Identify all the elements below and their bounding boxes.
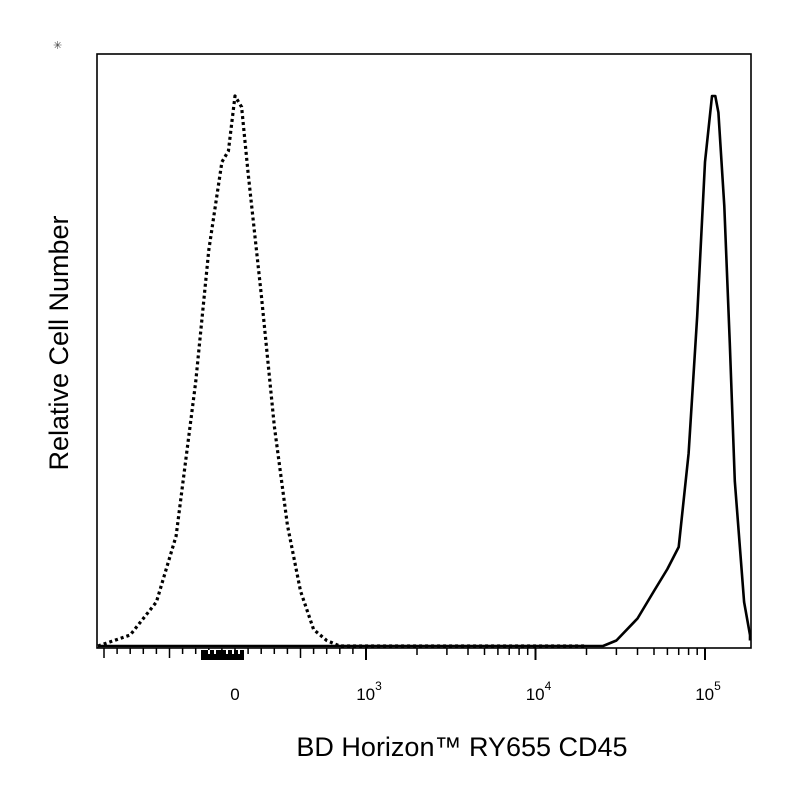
x-tick-labels: 0 103 104 105	[230, 679, 721, 704]
series-layer	[97, 94, 752, 648]
plot-frame	[96, 53, 752, 649]
x-axis-tick-gap	[214, 650, 216, 654]
x-tick-label: 103	[356, 679, 382, 704]
minor-ticks	[103, 648, 706, 660]
x-tick-label: 105	[695, 679, 721, 704]
series-dotted-line	[97, 94, 587, 648]
y-axis-title: Relative Cell Number	[44, 215, 74, 470]
x-axis-title: BD Horizon™ RY655 CD45	[296, 732, 627, 762]
x-tick-label: 0	[230, 685, 239, 704]
x-axis-tick-gap	[226, 650, 228, 654]
x-axis-tick-gap	[238, 650, 240, 654]
x-axis-tick-gap	[232, 650, 234, 654]
x-axis-tick-gap	[208, 650, 210, 654]
series-solid-line	[98, 94, 752, 648]
corner-mark-icon: ✳	[53, 40, 63, 52]
x-tick-label: 104	[526, 679, 552, 704]
x-axis-zero-tick-block	[201, 650, 244, 660]
